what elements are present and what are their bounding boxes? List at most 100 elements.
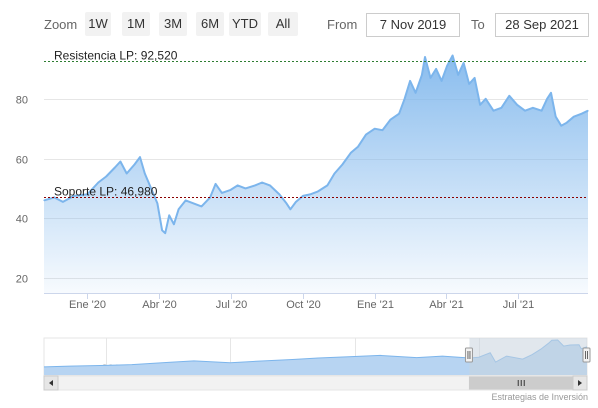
price-point — [479, 104, 481, 106]
price-point — [254, 184, 256, 186]
handle-body[interactable] — [464, 347, 473, 363]
price-point — [485, 98, 487, 100]
arrow-left-icon — [49, 380, 53, 386]
price-point — [43, 199, 45, 201]
y-tick-label: 80 — [16, 95, 28, 107]
price-point — [285, 202, 288, 204]
credits-text: Estrategias de Inversión — [491, 392, 588, 402]
price-line — [43, 54, 589, 235]
level-annotations: Resistencia LP: 92,520 Soporte LP: 46,980 — [44, 49, 588, 199]
price-point — [164, 232, 166, 234]
resistance-label: Resistencia LP: 92,520 — [54, 49, 178, 63]
price-point — [221, 192, 223, 194]
price-point — [424, 56, 426, 58]
price-point — [350, 152, 352, 154]
price-point — [200, 205, 203, 207]
price-point — [333, 172, 336, 175]
navigator[interactable]: 2014201620182020 — [43, 337, 591, 391]
price-area — [44, 55, 588, 293]
x-tick-label: Abr '20 — [142, 299, 177, 311]
handle-body[interactable] — [582, 347, 591, 363]
zoom-label: Zoom — [44, 17, 78, 32]
price-point — [244, 187, 247, 189]
price-point — [555, 116, 557, 118]
price-point — [446, 65, 448, 67]
y-axis: 20 40 60 80 — [16, 95, 28, 286]
price-point — [573, 116, 575, 118]
price-point — [178, 208, 180, 210]
price-point — [474, 77, 476, 79]
price-point — [492, 110, 495, 112]
price-point — [546, 98, 548, 100]
price-point — [126, 172, 128, 175]
price-point — [185, 199, 187, 201]
x-tick-label: Abr '21 — [429, 299, 464, 311]
x-tick-label: Oct '20 — [286, 299, 321, 311]
price-point — [468, 83, 470, 85]
from-label: From — [327, 17, 358, 32]
price-point — [215, 183, 217, 185]
price-point — [441, 80, 443, 82]
price-series — [43, 54, 589, 293]
price-point — [566, 122, 568, 124]
price-point — [381, 129, 384, 131]
price-point — [581, 113, 583, 115]
zoom-ytd-button[interactable]: YTD — [229, 12, 261, 36]
navigator-left-handle[interactable] — [464, 347, 473, 363]
price-point — [133, 163, 136, 166]
price-point — [86, 193, 88, 195]
price-point — [365, 134, 367, 136]
zoom-6m-button[interactable]: 6M — [196, 12, 224, 36]
price-point — [105, 175, 107, 178]
navigator-right-handle[interactable] — [582, 347, 591, 363]
price-point — [429, 77, 432, 79]
price-point — [73, 195, 75, 197]
support-label: Soporte LP: 46,980 — [54, 185, 158, 199]
price-point — [341, 163, 343, 166]
price-point — [550, 92, 552, 94]
price-point — [516, 104, 518, 106]
price-point — [508, 95, 510, 97]
x-tick-label: Ene '21 — [357, 299, 394, 311]
price-point — [452, 54, 454, 57]
price-point — [541, 110, 543, 112]
price-point — [463, 62, 465, 64]
price-point — [309, 193, 311, 195]
x-tick-label: Jul '20 — [216, 299, 247, 311]
x-tick-label: Jul '21 — [503, 299, 534, 311]
navigator-selection[interactable] — [469, 338, 587, 375]
price-point — [317, 190, 319, 192]
zoom-1m-button[interactable]: 1M — [122, 12, 150, 36]
price-point — [150, 187, 152, 189]
price-point — [374, 128, 376, 130]
price-point — [302, 195, 304, 197]
price-point — [97, 181, 99, 184]
price-point — [435, 68, 437, 70]
price-point — [457, 74, 459, 76]
x-axis: Ene '20 Abr '20 Jul '20 Oct '20 Ene '21 Abr '… — [44, 293, 588, 311]
price-point — [168, 214, 170, 216]
price-point — [587, 110, 589, 112]
price-point — [139, 156, 141, 158]
zoom-3m-button[interactable]: 3M — [159, 12, 187, 36]
price-point — [560, 125, 562, 127]
price-point — [230, 189, 232, 191]
price-point — [389, 119, 391, 121]
price-point — [261, 181, 263, 184]
zoom-1w-button[interactable]: 1W — [85, 12, 111, 36]
y-tick-label: 40 — [16, 214, 28, 226]
price-point — [415, 92, 417, 94]
zoom-all-button[interactable]: All — [268, 12, 298, 36]
y-tick-label: 60 — [16, 155, 28, 167]
price-point — [532, 107, 534, 109]
y-tick-label: 20 — [16, 274, 28, 286]
to-label: To — [471, 17, 485, 32]
price-point — [119, 160, 121, 163]
price-point — [144, 172, 146, 175]
from-date-input[interactable]: 7 Nov 2019 — [366, 13, 460, 37]
price-point — [404, 98, 406, 100]
x-tick-label: Ene '20 — [69, 299, 106, 311]
price-point — [114, 166, 116, 169]
to-date-input[interactable]: 28 Sep 2021 — [495, 13, 589, 37]
